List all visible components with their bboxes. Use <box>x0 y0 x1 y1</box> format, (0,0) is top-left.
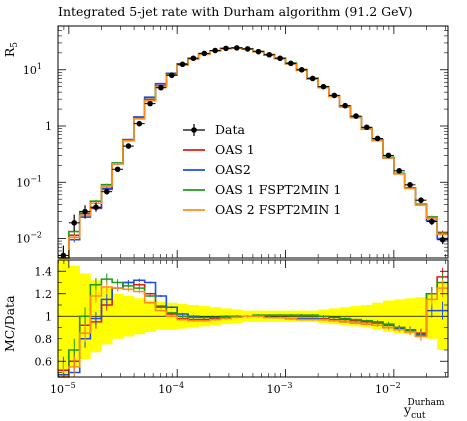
data-point <box>190 55 197 62</box>
legend: Data OAS 1 OAS2 OAS 1 FSPT2MIN 1 OAS 2 FSPT2… <box>183 122 341 217</box>
mc-series-layer <box>58 47 448 259</box>
data-point <box>158 84 164 91</box>
legend-entry: OAS 2 FSPT2MIN 1 <box>183 202 341 217</box>
ratio-axis-ticks: 10−5 10−4 10−3 10−2 0.6 0.8 1 1.2 1.4 <box>35 259 448 396</box>
x-axis-label: ycutDurham <box>403 398 445 421</box>
data-point <box>277 55 283 62</box>
ratio-tick-label: 0.8 <box>35 333 53 346</box>
y-tick-label: 101 <box>23 62 42 77</box>
x-tick-label: 10−3 <box>267 381 293 396</box>
data-point <box>125 143 132 149</box>
data-point <box>439 236 446 243</box>
data-point <box>374 135 381 142</box>
data-point <box>288 60 294 67</box>
legend-entry: OAS2 <box>183 162 251 177</box>
band-bin <box>58 260 70 377</box>
data-point <box>223 45 229 52</box>
data-point <box>418 197 424 203</box>
y-axis-label: R5 <box>2 42 20 57</box>
data-point <box>255 48 262 55</box>
legend-entry: OAS 1 <box>183 142 255 157</box>
y-tick-label: 10−1 <box>16 174 42 189</box>
x-tick-label: 10−2 <box>375 381 401 396</box>
legend-label: OAS 1 <box>215 142 255 157</box>
ratio-y-axis-label: MC/Data <box>2 295 17 352</box>
legend-label: OAS2 <box>215 162 251 177</box>
data-uncertainty-band <box>58 260 449 377</box>
data-point <box>114 166 121 173</box>
data-point <box>385 152 392 159</box>
ratio-series-layer <box>58 267 448 378</box>
legend-entry: OAS 1 FSPT2MIN 1 <box>183 182 341 197</box>
data-point <box>147 100 153 107</box>
data-point <box>82 208 88 215</box>
data-point <box>168 72 175 79</box>
main-axis-ticks: 10−2 10−1 1 101 <box>16 25 448 258</box>
data-point <box>179 61 186 68</box>
legend-label: OAS 2 FSPT2MIN 1 <box>215 202 341 217</box>
main-plot-panel: 10−2 10−1 1 101 <box>16 25 449 259</box>
y-tick-label: 1 <box>45 120 52 133</box>
ratio-series-line <box>58 286 448 377</box>
data-point <box>309 75 316 82</box>
data-point <box>320 83 327 90</box>
legend-swatch-marker <box>191 127 197 133</box>
data-point <box>136 120 143 127</box>
chart-title: Integrated 5-jet rate with Durham algori… <box>58 4 412 19</box>
data-point <box>396 167 402 174</box>
data-point <box>60 252 67 259</box>
data-point <box>429 218 435 225</box>
data-points-layer <box>58 45 448 259</box>
ratio-plot-panel: 10−5 10−4 10−3 10−2 0.6 0.8 1 1.2 1.4 <box>35 259 449 396</box>
x-tick-label: 10−5 <box>50 381 76 396</box>
data-point <box>71 220 77 226</box>
data-point <box>407 182 413 188</box>
data-point <box>93 204 99 211</box>
x-tick-label: 10−4 <box>158 381 184 396</box>
data-point <box>103 188 110 195</box>
y-tick-label: 10−2 <box>16 230 42 245</box>
data-point <box>244 46 251 52</box>
legend-entry-data: Data <box>183 122 245 137</box>
ratio-tick-label: 1.4 <box>35 265 53 278</box>
legend-label: Data <box>215 122 245 137</box>
data-point <box>298 66 305 73</box>
ratio-tick-label: 1 <box>45 310 52 323</box>
data-point <box>363 124 370 131</box>
data-point <box>331 92 338 99</box>
mc-series-line <box>58 47 448 259</box>
data-point <box>212 47 218 54</box>
data-point <box>234 45 240 51</box>
legend-label: OAS 1 FSPT2MIN 1 <box>215 182 341 197</box>
data-point <box>266 51 273 58</box>
data-point <box>342 102 348 109</box>
ratio-tick-label: 1.2 <box>35 288 53 301</box>
ratio-tick-label: 0.6 <box>35 355 53 368</box>
data-point <box>201 50 208 57</box>
band-bin <box>155 301 167 330</box>
data-point <box>353 113 359 119</box>
